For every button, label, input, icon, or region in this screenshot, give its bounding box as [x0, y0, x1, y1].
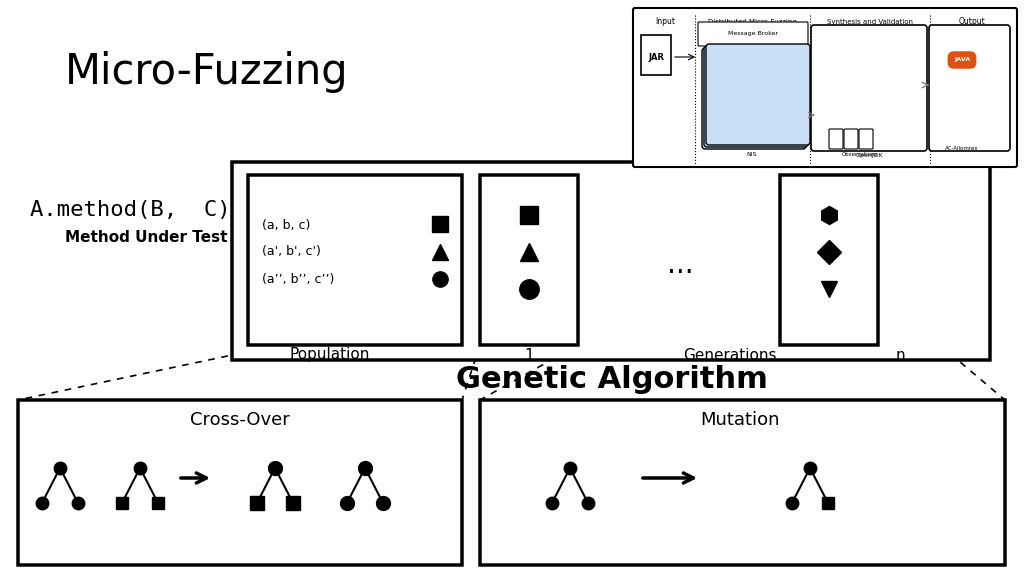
Text: Generations: Generations [683, 347, 777, 362]
Text: A.method(B,  C): A.method(B, C) [30, 200, 230, 220]
FancyBboxPatch shape [18, 400, 462, 565]
Text: Synthesis and Validation: Synthesis and Validation [827, 19, 913, 25]
Text: (a', b', c'): (a', b', c') [262, 245, 321, 259]
Text: Message Broker: Message Broker [728, 31, 778, 36]
Text: Distributed Micro-Fuzzing: Distributed Micro-Fuzzing [708, 19, 797, 25]
FancyBboxPatch shape [480, 175, 578, 345]
FancyBboxPatch shape [859, 129, 873, 149]
FancyBboxPatch shape [641, 35, 671, 75]
Text: AC-Allomrex: AC-Allomrex [945, 146, 979, 150]
Text: Observations: Observations [842, 153, 879, 157]
Text: Micro-Fuzzing: Micro-Fuzzing [65, 51, 348, 93]
FancyBboxPatch shape [698, 22, 808, 46]
Text: OpenJDK: OpenJDK [855, 153, 883, 157]
Text: JAR: JAR [648, 54, 664, 63]
Text: ...: ... [667, 251, 693, 279]
FancyBboxPatch shape [829, 129, 843, 149]
Text: Output: Output [958, 17, 985, 26]
Text: Population: Population [290, 347, 371, 362]
FancyBboxPatch shape [232, 162, 990, 360]
Text: (a, b, c): (a, b, c) [262, 218, 310, 232]
Text: 1: 1 [524, 347, 534, 362]
FancyBboxPatch shape [780, 175, 878, 345]
Text: n: n [895, 347, 905, 362]
Text: JAVA: JAVA [954, 58, 970, 63]
FancyBboxPatch shape [248, 175, 462, 345]
FancyBboxPatch shape [633, 8, 1017, 167]
FancyBboxPatch shape [706, 44, 810, 145]
Text: NIS: NIS [746, 153, 758, 157]
Text: Genetic Algorithm: Genetic Algorithm [456, 366, 768, 395]
Text: Cross-Over: Cross-Over [190, 411, 290, 429]
FancyBboxPatch shape [929, 25, 1010, 151]
FancyBboxPatch shape [811, 25, 927, 151]
FancyBboxPatch shape [844, 129, 858, 149]
FancyBboxPatch shape [705, 46, 808, 147]
FancyBboxPatch shape [702, 48, 806, 149]
Text: (a’’, b’’, c’’): (a’’, b’’, c’’) [262, 272, 335, 286]
Text: Method Under Test: Method Under Test [65, 230, 227, 245]
Text: Input: Input [655, 17, 675, 26]
Text: Mutation: Mutation [700, 411, 779, 429]
FancyBboxPatch shape [480, 400, 1005, 565]
